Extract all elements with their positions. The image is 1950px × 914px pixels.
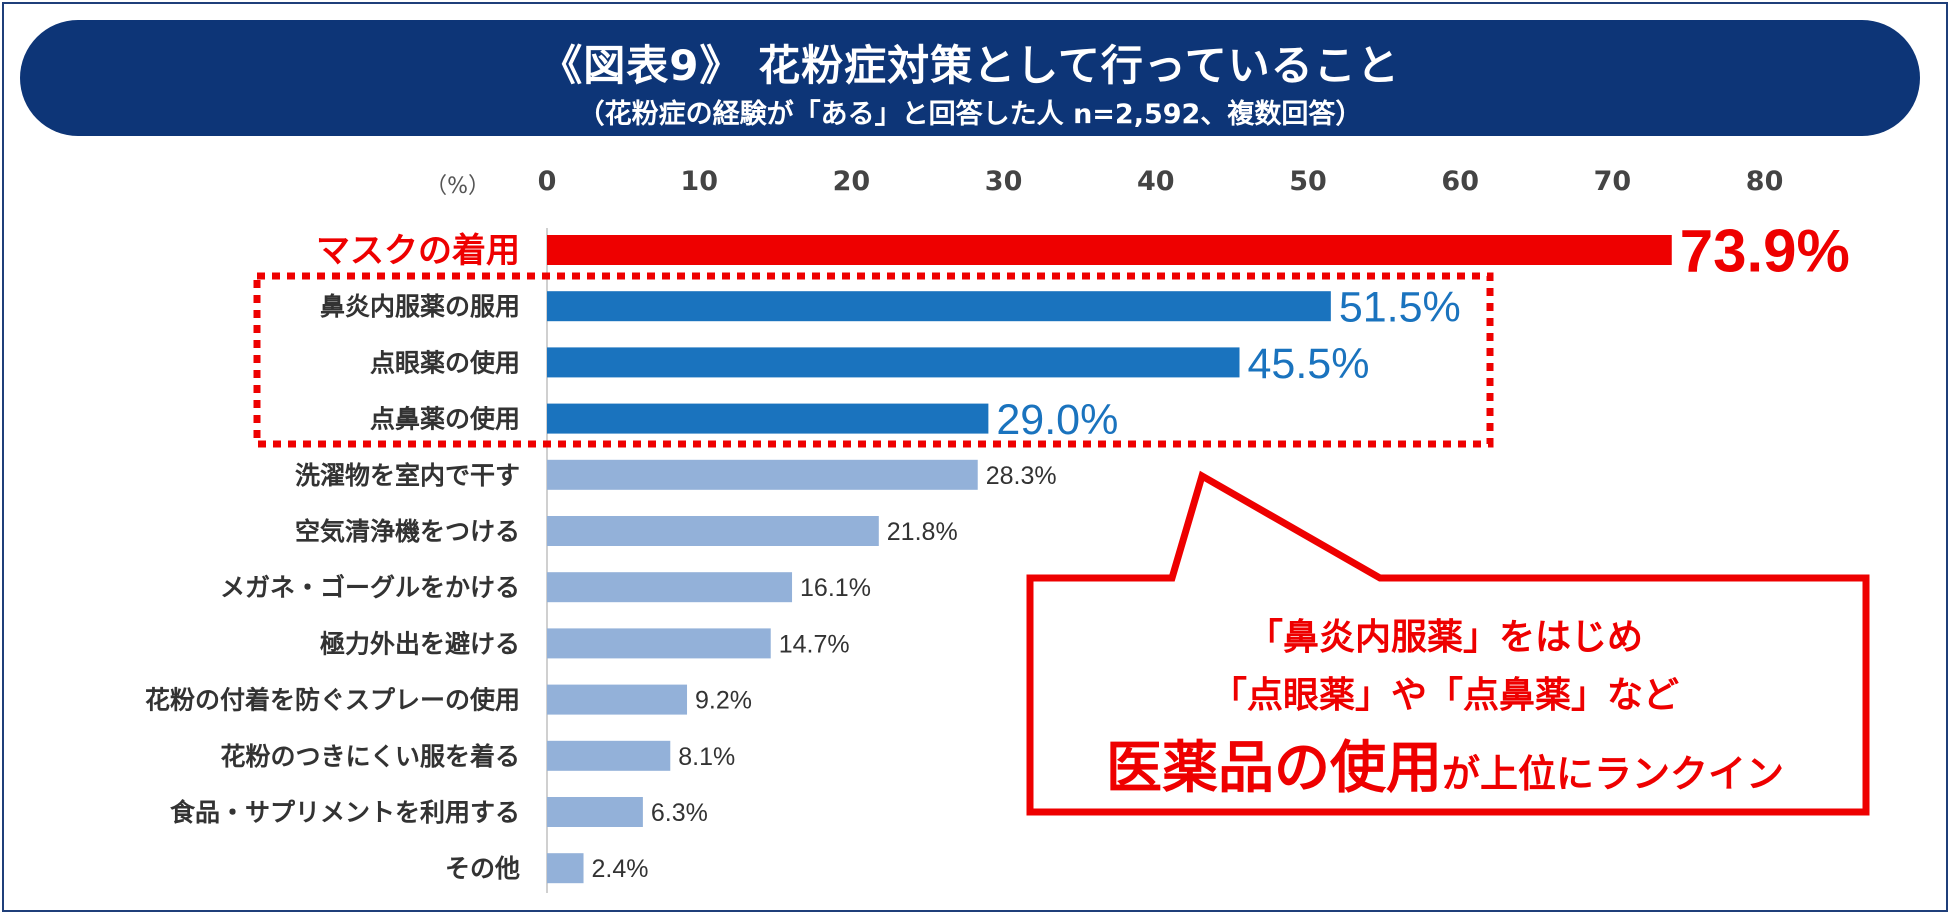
x-tick-label: 40 — [1137, 166, 1175, 197]
x-tick-label: 30 — [985, 166, 1023, 197]
bar-1 — [547, 235, 1672, 265]
bar-3 — [547, 347, 1240, 378]
callout-line-3: 医薬品の使用が上位にランクイン — [1030, 723, 1860, 804]
value-label: 45.5% — [1248, 340, 1370, 388]
value-label: 51.5% — [1339, 284, 1461, 332]
callout-line-2: 「点眼薬」や「点鼻薬」など — [1210, 675, 1679, 716]
bar-8 — [547, 628, 771, 659]
chart-subtitle: （花粉症の経験が「ある」と回答した人 n=2,592、複数回答） — [577, 99, 1363, 130]
bar-2 — [547, 291, 1331, 322]
x-tick-label: 0 — [538, 166, 557, 197]
x-tick-label: 80 — [1746, 166, 1784, 197]
category-label: 洗濯物を室内で干す — [295, 461, 520, 490]
highlight-dotted-box — [253, 272, 1494, 448]
x-tick-label: 60 — [1441, 166, 1479, 197]
bar-9 — [547, 684, 688, 715]
bar-7 — [547, 572, 793, 603]
category-label: 空気清浄機をつける — [295, 517, 520, 546]
category-label: 食品・サプリメントを利用する — [170, 798, 520, 827]
value-label: 6.3% — [651, 799, 708, 827]
value-label: 21.8% — [887, 518, 958, 546]
bar-4 — [547, 403, 989, 434]
x-tick-label: 20 — [833, 166, 871, 197]
callout-line-1: 「鼻炎内服薬」をはじめ — [1246, 617, 1643, 658]
category-label: メガネ・ゴーグルをかける — [220, 573, 520, 602]
category-label: 花粉の付着を防ぐスプレーの使用 — [145, 686, 520, 715]
value-label: 8.1% — [678, 743, 735, 771]
value-label: 9.2% — [695, 687, 752, 715]
bar-10 — [547, 740, 671, 771]
x-tick-label: 10 — [680, 166, 718, 197]
chart-title: 《図表9》 花粉症対策として行っていること — [540, 41, 1400, 90]
value-label: 16.1% — [800, 574, 871, 602]
category-label: 鼻炎内服薬の服用 — [320, 292, 520, 321]
bar-5 — [547, 459, 978, 490]
callout-bubble — [1026, 470, 1870, 816]
bar-11 — [547, 797, 643, 827]
bar-6 — [547, 516, 879, 546]
value-label: 14.7% — [779, 630, 850, 658]
axis-unit-label: （%） — [425, 174, 490, 199]
callout-box: 「鼻炎内服薬」をはじめ 「点眼薬」や「点鼻薬」など 医薬品の使用が上位にランクイ… — [1030, 578, 1860, 813]
value-label: 28.3% — [986, 462, 1057, 490]
value-label: 2.4% — [592, 855, 649, 883]
category-label: 点眼薬の使用 — [370, 348, 520, 377]
x-tick-label: 70 — [1594, 166, 1632, 197]
value-label: 73.9% — [1680, 218, 1850, 285]
category-label: 花粉のつきにくい服を着る — [220, 742, 520, 771]
bar-12 — [547, 853, 584, 884]
category-label: マスクの着用 — [316, 231, 520, 271]
category-label: その他 — [445, 854, 520, 883]
callout-emphasis: 医薬品の使用 — [1105, 736, 1442, 801]
x-tick-label: 50 — [1289, 166, 1327, 197]
value-label: 29.0% — [996, 396, 1118, 444]
category-label: 点鼻薬の使用 — [370, 405, 520, 434]
category-label: 極力外出を避ける — [320, 629, 520, 658]
title-banner: 《図表9》 花粉症対策として行っていること （花粉症の経験が「ある」と回答した人… — [20, 20, 1920, 136]
callout-tail: が上位にランクイン — [1441, 752, 1784, 796]
